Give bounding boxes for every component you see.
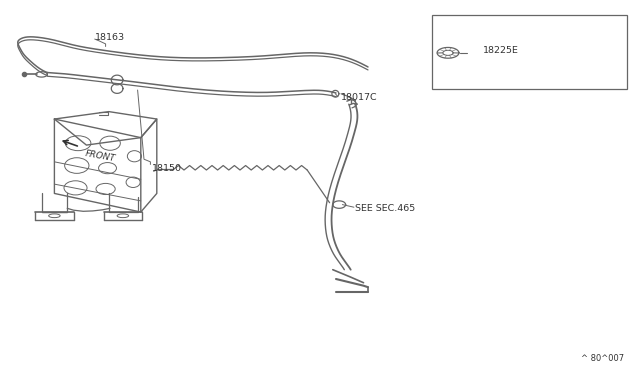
Text: FRONT: FRONT — [84, 149, 116, 163]
Text: 18150: 18150 — [152, 164, 182, 173]
Text: 18017C: 18017C — [341, 93, 378, 102]
Bar — [432, 15, 627, 89]
Text: SEE SEC.465: SEE SEC.465 — [355, 204, 415, 213]
Text: ^ 80^007: ^ 80^007 — [581, 354, 624, 363]
Text: 18225E: 18225E — [483, 46, 519, 55]
Text: 18163: 18163 — [95, 33, 125, 42]
